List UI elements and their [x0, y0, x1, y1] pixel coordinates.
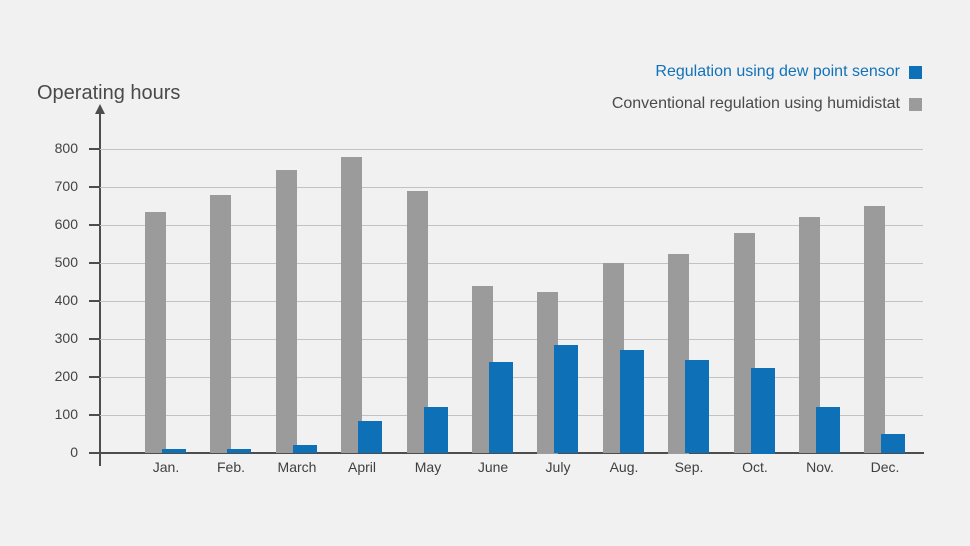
y-tick-label: 800	[54, 140, 78, 156]
x-tick-label-jan: Jan.	[152, 459, 180, 475]
bar-humidistat-dec	[864, 206, 885, 453]
y-tick-label: 300	[54, 330, 78, 346]
y-tick-200	[89, 376, 100, 378]
x-tick-label-july: July	[545, 459, 571, 475]
y-tick-label: 100	[54, 406, 78, 422]
y-tick-800	[89, 148, 100, 150]
y-tick-label: 200	[54, 368, 78, 384]
gridline-500	[100, 263, 923, 264]
gridline-700	[100, 187, 923, 188]
legend-label-dew-point-sensor: Regulation using dew point sensor	[655, 63, 900, 80]
bar-dew-point-feb	[227, 449, 251, 453]
x-tick-label-april: April	[347, 459, 376, 475]
bar-dew-point-april	[358, 421, 382, 453]
bar-humidistat-may	[407, 191, 428, 453]
gridline-800	[100, 149, 923, 150]
x-tick-label-dec: Dec.	[870, 459, 900, 475]
bar-humidistat-nov	[799, 217, 820, 453]
x-tick-label-aug: Aug.	[609, 459, 639, 475]
bar-dew-point-sep	[685, 360, 709, 453]
y-tick-300	[89, 338, 100, 340]
bar-dew-point-jan	[162, 449, 186, 453]
bar-humidistat-april	[341, 157, 362, 453]
legend: Regulation using dew point sensor Conven…	[612, 62, 922, 114]
x-tick-label-march: March	[277, 459, 317, 475]
gridline-600	[100, 225, 923, 226]
legend-swatch-gray-icon	[909, 97, 922, 111]
bar-dew-point-july	[554, 345, 578, 453]
x-tick-label-feb: Feb.	[216, 459, 245, 475]
y-tick-label: 0	[70, 444, 78, 460]
y-tick-100	[89, 414, 100, 416]
bar-dew-point-march	[293, 445, 317, 453]
bar-dew-point-oct	[751, 368, 775, 454]
bar-humidistat-sep	[668, 254, 689, 454]
bar-humidistat-feb	[210, 195, 231, 453]
legend-swatch-blue-icon	[909, 65, 922, 79]
legend-item-dew-point-sensor: Regulation using dew point sensor	[655, 62, 922, 82]
bar-humidistat-aug	[603, 263, 624, 453]
y-tick-label: 600	[54, 216, 78, 232]
bar-dew-point-may	[424, 407, 448, 453]
bar-dew-point-june	[489, 362, 513, 453]
y-tick-700	[89, 186, 100, 188]
bar-dew-point-nov	[816, 407, 840, 453]
y-axis-line	[99, 113, 101, 466]
bar-humidistat-march	[276, 170, 297, 453]
bar-dew-point-dec	[881, 434, 905, 453]
gridline-400	[100, 301, 923, 302]
bar-dew-point-aug	[620, 350, 644, 453]
y-tick-label: 400	[54, 292, 78, 308]
x-tick-label-nov: Nov.	[806, 459, 834, 475]
x-tick-label-sep: Sep.	[674, 459, 704, 475]
bar-humidistat-oct	[734, 233, 755, 453]
bar-humidistat-june	[472, 286, 493, 453]
y-tick-label: 700	[54, 178, 78, 194]
gridline-300	[100, 339, 923, 340]
y-tick-label: 500	[54, 254, 78, 270]
bar-humidistat-july	[537, 292, 558, 454]
x-axis-line	[95, 452, 924, 454]
x-tick-label-june: June	[477, 459, 509, 475]
legend-item-humidistat: Conventional regulation using humidistat	[612, 94, 922, 114]
y-tick-500	[89, 262, 100, 264]
y-axis-title: Operating hours	[37, 82, 181, 104]
x-tick-label-oct: Oct.	[742, 459, 768, 475]
y-axis-arrow-icon	[95, 104, 105, 114]
y-tick-0	[89, 452, 100, 454]
y-tick-600	[89, 224, 100, 226]
y-tick-400	[89, 300, 100, 302]
x-tick-label-may: May	[414, 459, 442, 475]
bar-humidistat-jan	[145, 212, 166, 453]
legend-label-humidistat: Conventional regulation using humidistat	[611, 95, 900, 112]
